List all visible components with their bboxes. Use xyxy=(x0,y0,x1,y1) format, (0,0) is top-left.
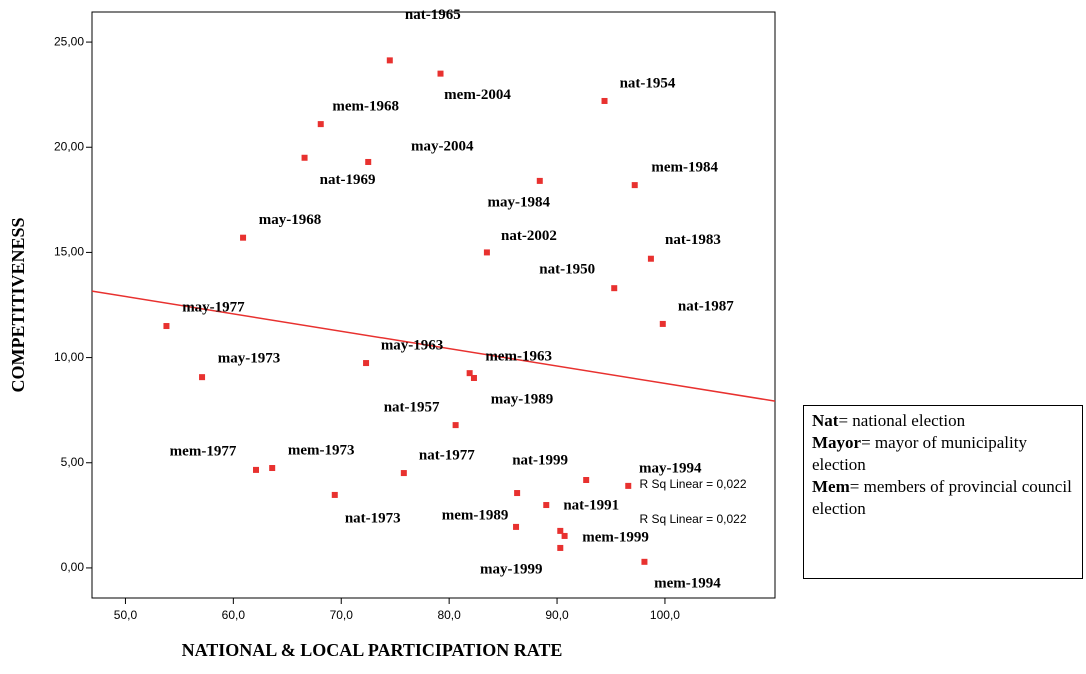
x-tick-label: 50,0 xyxy=(114,608,138,622)
point-label: nat-1973 xyxy=(345,510,401,526)
point xyxy=(631,182,638,189)
point-label: may-1963 xyxy=(381,337,444,353)
point-label: mem-1999 xyxy=(582,529,649,545)
point xyxy=(199,374,206,381)
x-tick-label: 90,0 xyxy=(545,608,569,622)
point-label: mem-1963 xyxy=(485,349,552,365)
legend-term: Nat xyxy=(812,411,839,430)
point xyxy=(641,558,648,565)
y-tick-label: 20,00 xyxy=(54,139,84,153)
legend-term: Mem xyxy=(812,477,850,496)
legend-entry: Nat= national election xyxy=(812,410,1074,432)
point xyxy=(386,57,393,64)
y-tick-label: 25,00 xyxy=(54,34,84,48)
point-label: may-2004 xyxy=(411,138,474,154)
fit-line xyxy=(91,290,776,402)
point xyxy=(561,532,568,539)
annotation: R Sq Linear = 0,022 xyxy=(639,477,746,491)
point-label: nat-2002 xyxy=(501,228,557,244)
annotation: R Sq Linear = 0,022 xyxy=(639,512,746,526)
point xyxy=(400,470,407,477)
y-axis-label: COMPETITIVENESS xyxy=(8,217,28,392)
point-label: mem-1984 xyxy=(651,160,718,176)
point xyxy=(647,255,654,262)
point-label: nat-1950 xyxy=(539,262,595,278)
point-label: may-1989 xyxy=(491,391,554,407)
point-label: nat-1954 xyxy=(620,75,676,91)
point xyxy=(557,544,564,551)
point xyxy=(253,466,260,473)
point-label: mem-1989 xyxy=(442,507,509,523)
point xyxy=(483,249,490,256)
point-label: nat-1991 xyxy=(563,497,619,513)
point-label: may-1968 xyxy=(259,212,322,228)
point xyxy=(363,360,370,367)
point xyxy=(611,285,618,292)
y-tick-label: 15,00 xyxy=(54,245,84,259)
legend-term: Mayor xyxy=(812,433,862,452)
point xyxy=(240,234,247,241)
point xyxy=(317,121,324,128)
x-tick-label: 100,0 xyxy=(650,608,680,622)
y-tick-label: 5,00 xyxy=(61,455,85,469)
point-label: may-1994 xyxy=(639,460,702,476)
point-label: nat-1977 xyxy=(419,447,475,463)
point-label: nat-1969 xyxy=(320,172,376,188)
point xyxy=(437,70,444,77)
legend-desc: = members of provincial council election xyxy=(812,477,1072,518)
point-label: mem-1973 xyxy=(288,442,355,458)
point xyxy=(625,482,632,489)
point-label: nat-1999 xyxy=(512,452,568,468)
point xyxy=(514,490,521,497)
point xyxy=(659,320,666,327)
point-label: nat-1965 xyxy=(405,7,461,23)
point-label: may-1984 xyxy=(488,194,551,210)
point xyxy=(301,154,308,161)
point-label: may-1973 xyxy=(218,351,281,367)
point-label: may-1977 xyxy=(182,299,245,315)
legend-desc: = national election xyxy=(838,411,966,430)
point xyxy=(513,523,520,530)
point xyxy=(331,491,338,498)
x-tick-label: 70,0 xyxy=(330,608,354,622)
point-label: nat-1983 xyxy=(665,232,721,248)
point xyxy=(269,465,276,472)
point xyxy=(470,374,477,381)
legend-entry: Mem= members of provincial council elect… xyxy=(812,476,1074,520)
legend-desc: = mayor of municipality election xyxy=(812,433,1027,474)
point-label: mem-1968 xyxy=(332,99,399,115)
y-tick-label: 10,00 xyxy=(54,350,84,364)
point xyxy=(536,177,543,184)
point-label: nat-1957 xyxy=(384,400,440,416)
x-axis-label: NATIONAL & LOCAL PARTICIPATION RATE xyxy=(182,640,563,660)
point-label: may-1999 xyxy=(480,561,543,577)
point xyxy=(466,370,473,377)
x-tick-label: 60,0 xyxy=(222,608,246,622)
point xyxy=(163,323,170,330)
point xyxy=(365,158,372,165)
point-label: mem-1977 xyxy=(170,443,237,459)
point xyxy=(557,527,564,534)
point-label: mem-2004 xyxy=(444,87,511,103)
plot-frame xyxy=(91,11,776,599)
point xyxy=(543,502,550,509)
point xyxy=(452,422,459,429)
x-tick-label: 80,0 xyxy=(437,608,461,622)
point-label: nat-1987 xyxy=(678,298,734,314)
legend-box: Nat= national election Mayor= mayor of mu… xyxy=(803,405,1083,579)
point-label: mem-1994 xyxy=(654,575,721,591)
legend-entry: Mayor= mayor of municipality election xyxy=(812,432,1074,476)
point xyxy=(601,97,608,104)
point xyxy=(583,477,590,484)
y-tick-label: 0,00 xyxy=(61,560,85,574)
